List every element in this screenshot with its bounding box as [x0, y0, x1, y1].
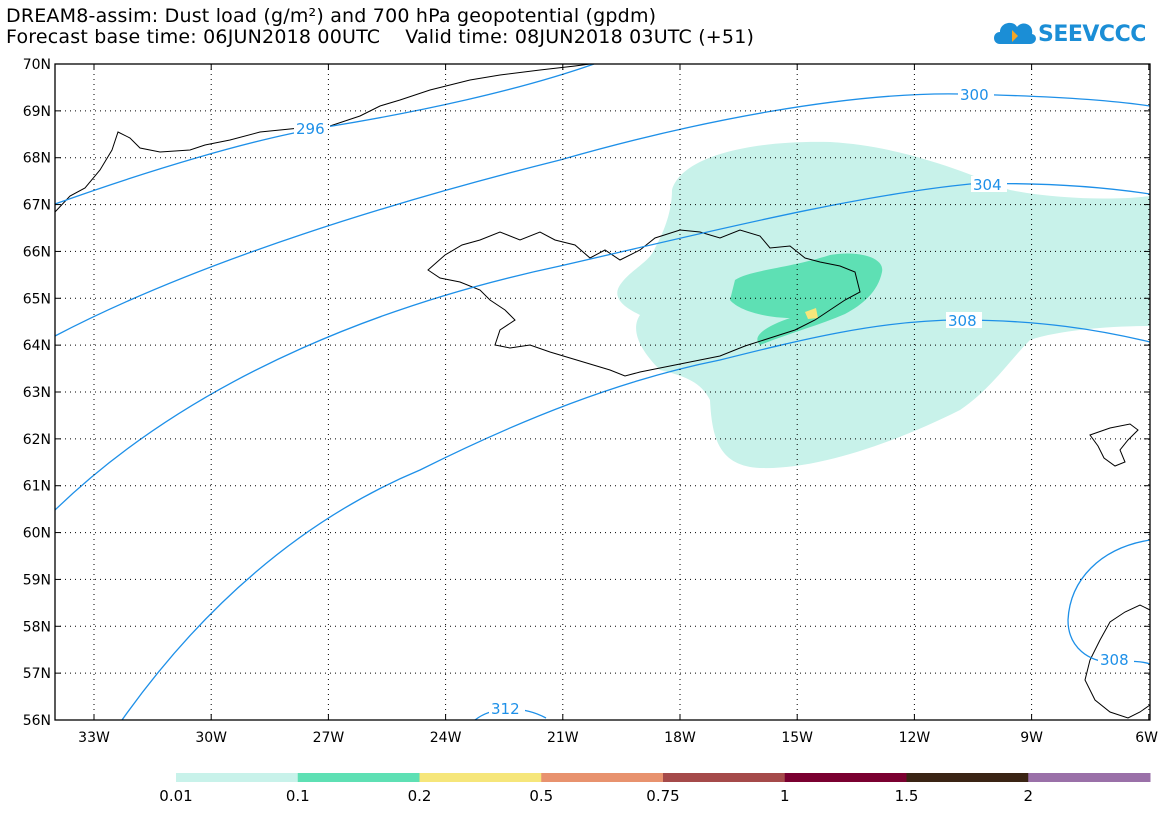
logo-text: SEEVCCC [1038, 22, 1146, 47]
contour-label-bg [958, 86, 994, 102]
lon-label: 21W [547, 730, 579, 746]
geopotential-contours [54, 63, 1151, 721]
lat-label: 56N [23, 713, 51, 729]
contour-label-bg [489, 700, 525, 716]
lat-label: 60N [23, 526, 51, 542]
colorbar-label: 2 [1023, 787, 1033, 805]
colorbar-label: 0.1 [286, 787, 310, 805]
dust-region-light [617, 141, 1150, 469]
contour-label-bg [1098, 651, 1134, 667]
colorbar-segment [784, 773, 907, 782]
map-subtitle: Forecast base time: 06JUN2018 00UTC Vali… [6, 26, 755, 48]
colorbar-label: 1 [780, 787, 790, 805]
colorbar-label: 0.5 [529, 787, 553, 805]
contour-label-bg [946, 312, 982, 328]
contour-300 [54, 93, 1151, 337]
colorbar-segment [419, 773, 542, 782]
contour-label-296: 296 [296, 120, 325, 138]
colorbar-label: 0.2 [408, 787, 432, 805]
lon-label: 6W [1135, 730, 1158, 746]
lat-label: 66N [23, 244, 51, 260]
lat-label: 70N [23, 57, 51, 73]
coastline-faroe [1089, 423, 1139, 467]
dust-load-shading [617, 141, 1150, 469]
lat-label: 68N [23, 151, 51, 167]
contour-label-308-east: 308 [1100, 651, 1129, 669]
lat-label: 63N [23, 385, 51, 401]
latitude-labels: 70N 69N 68N 67N 66N 65N 64N 63N 62N 61N 60N 59N 58N 5… [23, 57, 51, 729]
contour-label-300: 300 [960, 86, 989, 104]
longitude-labels: 33W 30W 27W 24W 21W 18W 15W 12W 9W 6W [78, 730, 1158, 746]
lon-label: 9W [1020, 730, 1043, 746]
coastlines [54, 63, 1151, 719]
colorbar-labels: 0.01 0.1 0.2 0.5 0.75 1 1.5 2 [159, 787, 1033, 805]
colorbar-label: 1.5 [895, 787, 919, 805]
lat-label: 65N [23, 291, 51, 307]
lat-label: 62N [23, 432, 51, 448]
contour-label-304: 304 [973, 176, 1002, 194]
colorbar-segment [297, 773, 420, 782]
lon-label: 33W [78, 730, 110, 746]
lon-label: 24W [430, 730, 462, 746]
cloud-icon [994, 22, 1036, 44]
lon-label: 18W [664, 730, 696, 746]
colorbar-segment [541, 773, 664, 782]
contour-308-east [1067, 539, 1151, 665]
seevccc-logo: SEEVCCC [990, 14, 1146, 54]
colorbar-segment [906, 773, 1029, 782]
lat-label: 58N [23, 619, 51, 635]
colorbar-label: 0.01 [159, 787, 192, 805]
lat-label: 69N [23, 104, 51, 120]
colorbar-label: 0.75 [646, 787, 679, 805]
axis-ticks [55, 63, 1150, 721]
lat-label: 64N [23, 338, 51, 354]
contour-label-bg [294, 120, 330, 136]
lon-label: 12W [899, 730, 931, 746]
lat-label: 61N [23, 479, 51, 495]
coastline-greenland [54, 63, 591, 213]
colorbar [176, 773, 1151, 782]
dust-region-medium [730, 253, 883, 345]
contour-label-bg [971, 176, 1007, 192]
contour-label-308: 308 [948, 312, 977, 330]
coastline-iceland [427, 229, 861, 377]
lon-label: 15W [781, 730, 813, 746]
lon-label: 27W [313, 730, 345, 746]
colorbar-segment [176, 773, 299, 782]
lat-label: 57N [23, 666, 51, 682]
contour-304 [54, 182, 1151, 511]
map-frame [54, 63, 1151, 721]
colorbar-segment [1028, 773, 1151, 782]
contour-label-312: 312 [491, 700, 520, 718]
coastline-scotland [1084, 604, 1151, 719]
dust-region-high [805, 308, 818, 319]
lon-label: 30W [195, 730, 227, 746]
lat-label: 59N [23, 572, 51, 588]
contour-labels: 296 300 304 308 312 308 [294, 86, 1134, 718]
map-title: DREAM8-assim: Dust load (g/m²) and 700 h… [6, 5, 657, 27]
contour-308 [121, 319, 1151, 721]
colorbar-segment [663, 773, 786, 782]
lat-label: 67N [23, 198, 51, 214]
